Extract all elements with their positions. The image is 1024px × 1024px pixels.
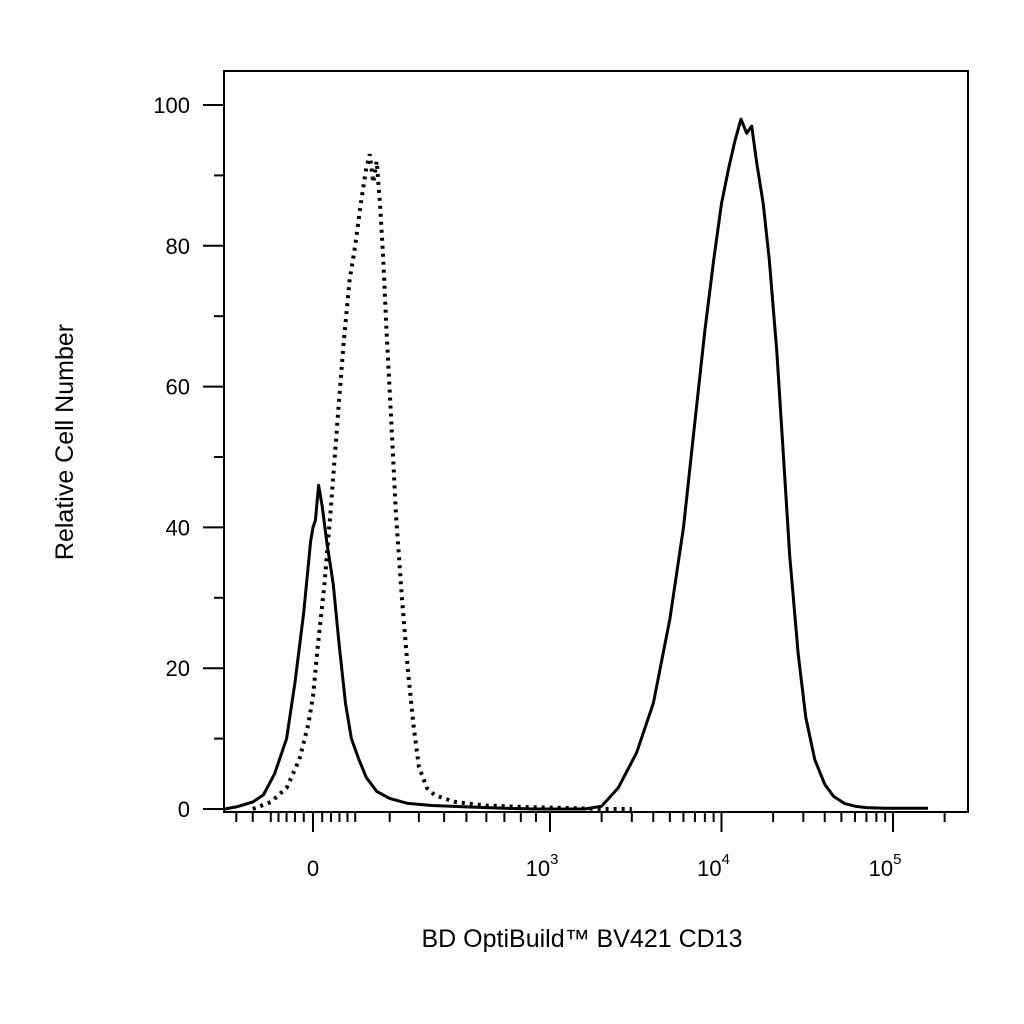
y-tick-label: 80 — [166, 234, 190, 259]
x-tick-label: 105 — [869, 851, 902, 881]
y-tick-label: 0 — [178, 797, 190, 822]
x-axis: 0 103 104 105 — [235, 812, 946, 881]
x-tick-label: 104 — [697, 851, 730, 881]
series-solid-line — [224, 117, 928, 811]
series-dotted-line — [252, 153, 632, 811]
plot-frame — [223, 70, 969, 813]
x-tick-label: 103 — [526, 851, 559, 881]
y-axis: 0 20 40 60 80 100 — [153, 93, 224, 822]
y-tick-label: 60 — [166, 375, 190, 400]
x-axis-title: BD OptiBuild™ BV421 CD13 — [422, 925, 743, 953]
x-tick-label: 0 — [307, 856, 319, 881]
y-axis-title: Relative Cell Number — [51, 324, 79, 560]
y-tick-label: 100 — [153, 93, 190, 118]
y-tick-label: 20 — [166, 656, 190, 681]
y-tick-label: 40 — [166, 515, 190, 540]
